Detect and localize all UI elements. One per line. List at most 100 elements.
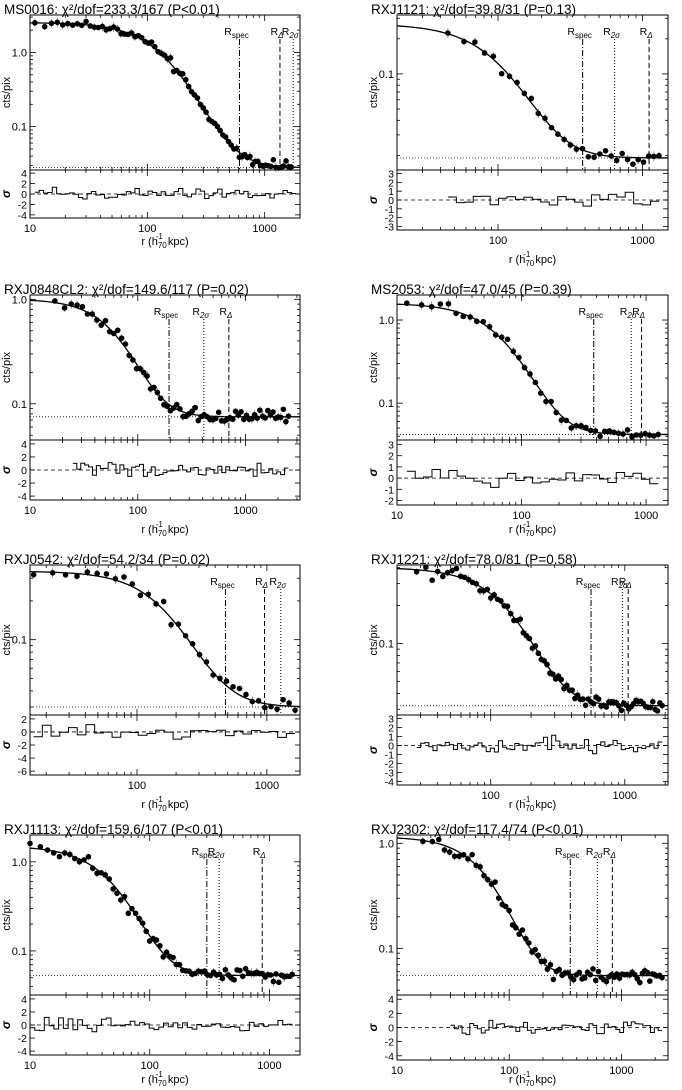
data-point xyxy=(214,123,221,130)
data-point xyxy=(573,146,580,152)
residual-y-tick-label: -2 xyxy=(18,740,27,752)
y-tick-label: 1.0 xyxy=(379,838,394,850)
data-point xyxy=(236,685,243,692)
marker-label: RΔ xyxy=(640,26,653,40)
y-tick-label: 0.1 xyxy=(379,69,394,81)
model-curve xyxy=(29,22,301,168)
data-point xyxy=(567,142,574,148)
residual-y-tick-label: -1 xyxy=(385,204,394,216)
data-point xyxy=(94,870,100,877)
data-point xyxy=(624,156,631,163)
y-axis-label: cts/pix xyxy=(368,624,380,656)
data-point xyxy=(516,931,522,937)
panel-title: RXJ1121: χ²/dof=39.8/31 (P=0.13) xyxy=(371,2,576,17)
residual-y-tick-label: 0 xyxy=(388,195,394,207)
data-point xyxy=(56,853,63,860)
panel-4: MS2053: χ²/dof=47.0/45 (P=0.39)cts/pixσ1… xyxy=(366,282,669,538)
data-point xyxy=(69,22,76,28)
data-point xyxy=(163,949,170,956)
data-point xyxy=(659,702,665,709)
panel-1: MS0016: χ²/dof=233.3/167 (P<0.01) cts/pix… xyxy=(0,2,301,250)
data-point xyxy=(449,567,455,574)
data-point xyxy=(453,310,459,317)
panel-8: RXJ2302: χ²/dof=117.4/74 (P<0.01) cts/pix… xyxy=(366,822,669,1088)
data-point xyxy=(632,971,638,978)
data-point xyxy=(510,348,517,355)
data-point xyxy=(185,83,192,90)
x-tick-label: 100 xyxy=(489,235,507,247)
residual-y-tick-label: 2 xyxy=(388,1008,394,1020)
data-point xyxy=(574,692,581,698)
data-point xyxy=(492,332,499,338)
residual-y-tick-label: -2 xyxy=(18,1033,27,1045)
y-tick-label: 0.1 xyxy=(12,399,27,411)
data-point xyxy=(521,90,528,97)
x-tick-label: 10 xyxy=(391,1065,403,1077)
residual-y-tick-label: -2 xyxy=(18,478,27,490)
data-point xyxy=(71,855,78,862)
data-point xyxy=(460,851,467,858)
x-tick-label: 1000 xyxy=(609,1065,633,1077)
data-point xyxy=(160,598,167,605)
data-point xyxy=(451,853,458,860)
data-point xyxy=(121,574,127,580)
data-point xyxy=(535,952,542,959)
panel-title: MS0016: χ²/dof=233.3/167 (P<0.01) xyxy=(4,2,220,17)
data-point xyxy=(456,853,463,860)
residual-y-tick-label: 3 xyxy=(388,439,394,451)
y-tick-label: 0.1 xyxy=(379,398,394,410)
data-point xyxy=(528,95,535,102)
residual-y-label: σ xyxy=(366,745,380,754)
data-point xyxy=(423,564,429,571)
data-point xyxy=(215,409,222,416)
data-point xyxy=(513,924,519,931)
data-point xyxy=(484,586,491,593)
data-point xyxy=(633,432,640,438)
data-point xyxy=(280,163,287,170)
data-point xyxy=(68,301,75,307)
data-point xyxy=(646,432,653,438)
data-point xyxy=(79,303,86,310)
marker-label: RΔ xyxy=(253,846,266,860)
residual-histogram xyxy=(447,191,660,207)
data-point xyxy=(84,569,91,575)
y-axis-label: cts/pix xyxy=(368,76,380,108)
data-point xyxy=(145,591,152,598)
data-point xyxy=(597,433,603,440)
data-point xyxy=(640,159,647,165)
data-point xyxy=(148,39,155,45)
data-point xyxy=(444,569,451,576)
data-point xyxy=(484,876,491,883)
data-point xyxy=(233,145,240,152)
data-point xyxy=(247,153,253,160)
data-point xyxy=(179,70,186,77)
data-point xyxy=(647,978,653,984)
x-tick-label: 10 xyxy=(24,223,36,235)
marker-label: R2σ xyxy=(611,576,629,590)
data-point xyxy=(556,966,563,973)
residual-y-tick-label: -2 xyxy=(385,213,394,225)
data-point xyxy=(614,971,620,977)
data-point xyxy=(644,969,651,976)
y-tick-label: 1.0 xyxy=(379,315,394,327)
data-point xyxy=(292,707,298,713)
data-point xyxy=(242,965,249,972)
data-point xyxy=(532,643,539,649)
data-point xyxy=(601,428,608,435)
data-point xyxy=(550,976,557,983)
data-point xyxy=(445,300,452,307)
residual-y-tick-label: 4 xyxy=(21,994,27,1006)
y-axis-label: cts/pix xyxy=(1,899,13,931)
marker-label: RΔ xyxy=(603,846,616,860)
data-point xyxy=(125,910,132,917)
data-point xyxy=(153,601,159,607)
data-point xyxy=(514,79,520,86)
x-axis-label: r (h70-1 kpc) xyxy=(141,1070,188,1088)
data-point xyxy=(580,696,586,702)
data-point xyxy=(558,676,565,683)
residual-y-tick-label: -2 xyxy=(385,496,394,508)
data-point xyxy=(474,318,480,325)
data-point xyxy=(602,148,609,154)
panel-title: RXJ0542: χ²/dof=54.2/34 (P=0.02) xyxy=(4,552,210,567)
data-point xyxy=(118,335,125,341)
